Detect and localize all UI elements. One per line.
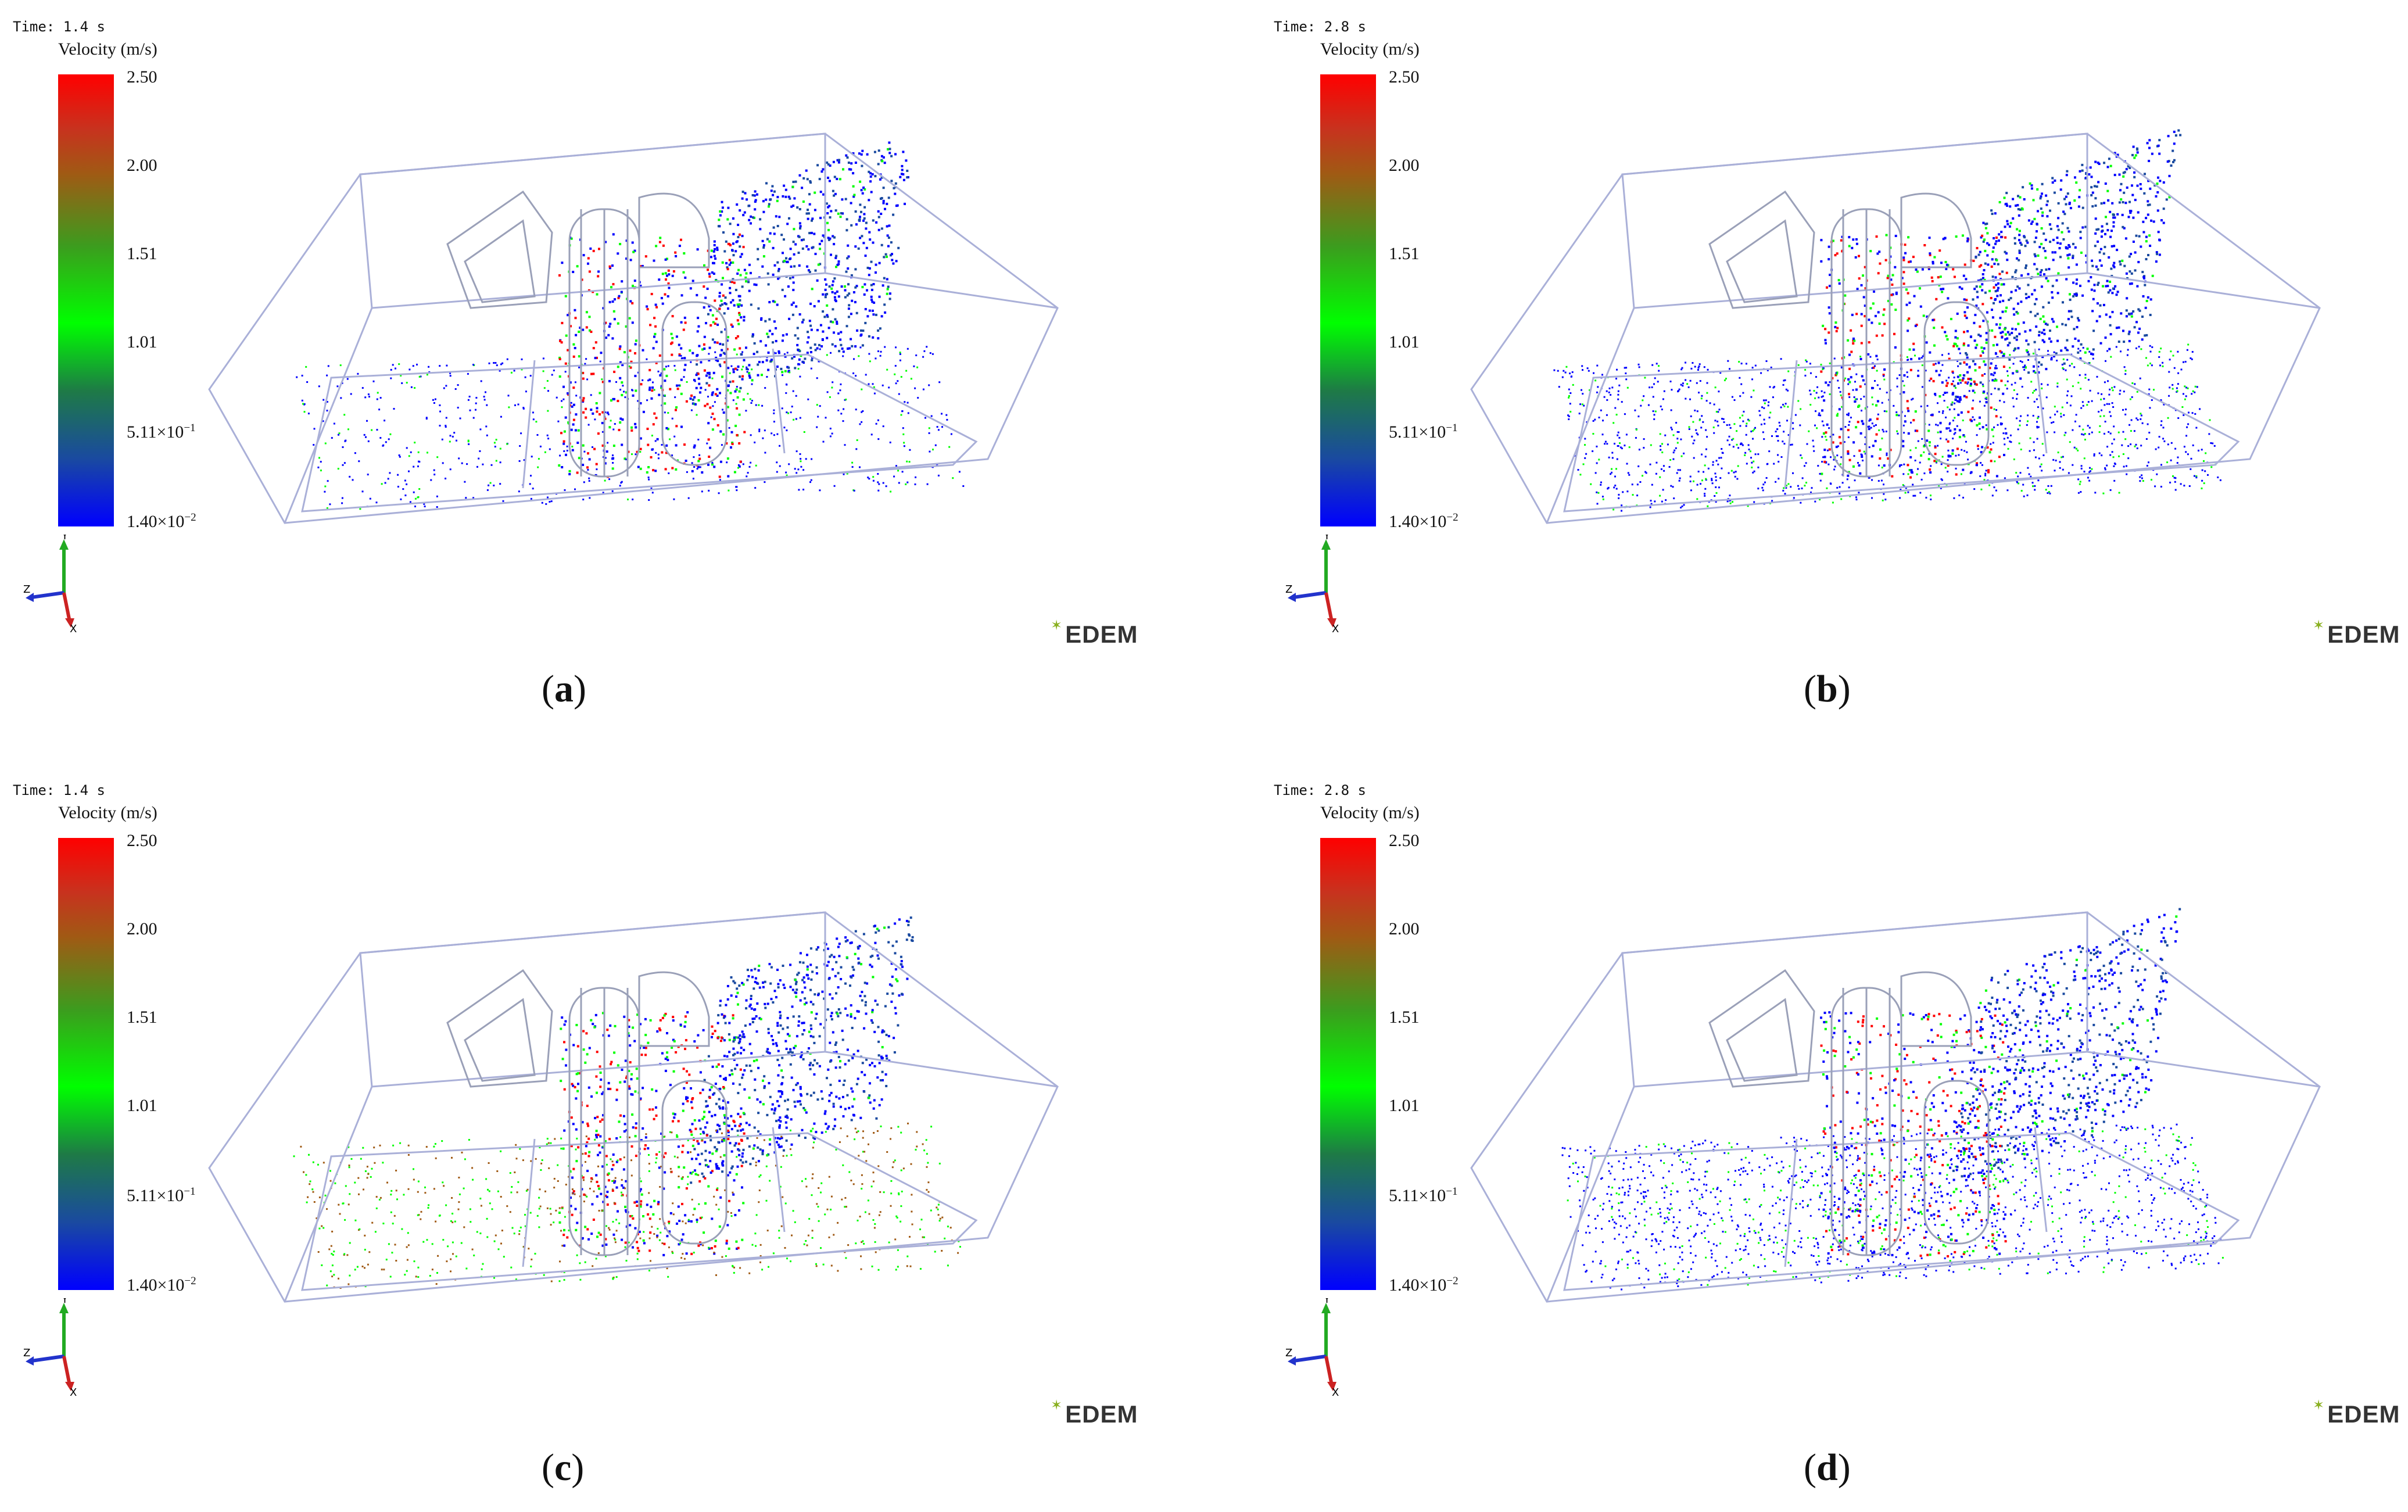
velocity-colorbar	[58, 74, 114, 526]
machine-frame	[446, 190, 728, 478]
particle-cloud	[1553, 129, 2221, 512]
velocity-colorbar	[58, 838, 114, 1290]
legend-title: Velocity (m/s)	[58, 40, 157, 59]
simulation-scene	[1470, 908, 2321, 1303]
wireframe-box	[208, 911, 1059, 1303]
legend-tick: 1.01	[127, 332, 157, 352]
particle-cloud	[1561, 908, 2224, 1291]
machine-frame	[1708, 969, 1990, 1256]
simulation-scene	[1470, 129, 2321, 524]
panel-caption: (a)	[542, 668, 586, 710]
x-axis-label: X	[70, 1386, 77, 1397]
legend-tick: 5.11×10−1	[1389, 1185, 1458, 1205]
panel-c: Time: 1.4 s Velocity (m/s) 2.50 2.00 1.5…	[0, 755, 1204, 1512]
legend-tick: 2.00	[127, 156, 157, 175]
y-axis-label: Y	[1323, 1298, 1331, 1306]
time-label: Time: 2.8 s	[1274, 19, 1366, 35]
legend-tick: 1.40×10−2	[1389, 1275, 1459, 1295]
panel-d: Time: 2.8 s Velocity (m/s) 2.50 2.00 1.5…	[1204, 755, 2408, 1512]
time-label: Time: 1.4 s	[13, 19, 105, 35]
legend-tick: 2.50	[1389, 67, 1420, 87]
simulation-scene	[208, 911, 1059, 1303]
legend-tick: 2.50	[1389, 831, 1420, 850]
edem-logo: ✶EDEM	[2313, 1398, 2400, 1428]
y-axis-label: Y	[61, 535, 69, 542]
legend-tick: 5.11×10−1	[127, 422, 196, 442]
legend-tick: 5.11×10−1	[127, 1185, 196, 1205]
axis-triad: Y Z X	[1285, 535, 1339, 633]
wireframe-box	[1470, 911, 2321, 1303]
edem-logo: ✶EDEM	[1051, 618, 1138, 648]
legend-tick: 1.40×10−2	[127, 1275, 196, 1295]
legend-tick: 1.01	[1389, 332, 1420, 352]
particle-cloud	[296, 141, 965, 510]
legend-tick: 2.00	[1389, 156, 1420, 175]
legend-tick: 1.51	[1389, 1008, 1420, 1027]
legend-tick: 2.50	[127, 67, 157, 87]
legend-title: Velocity (m/s)	[1320, 40, 1420, 59]
legend-tick: 2.50	[127, 831, 157, 850]
panel-caption: (b)	[1804, 668, 1851, 710]
edem-logo: ✶EDEM	[1051, 1398, 1138, 1428]
y-axis-label: Y	[1323, 535, 1331, 542]
legend-tick: 1.51	[127, 1008, 157, 1027]
axis-triad: Y Z X	[23, 1298, 77, 1397]
edem-logo: ✶EDEM	[2313, 618, 2400, 648]
z-axis-label: Z	[23, 583, 30, 596]
panel-caption: (d)	[1804, 1446, 1851, 1489]
panel-b: Time: 2.8 s Velocity (m/s) 2.50 2.00 1.5…	[1204, 0, 2408, 755]
x-axis-label: X	[1332, 623, 1339, 633]
x-axis-label: X	[1332, 1386, 1339, 1397]
legend-tick: 1.01	[127, 1096, 157, 1115]
legend-tick: 1.51	[1389, 244, 1420, 263]
panel-caption: (c)	[542, 1446, 585, 1489]
legend-title: Velocity (m/s)	[1320, 803, 1420, 822]
machine-frame	[446, 969, 728, 1256]
legend-tick: 1.51	[127, 244, 157, 263]
machine-frame	[1708, 190, 1990, 478]
simulation-scene	[208, 132, 1059, 524]
legend-tick: 1.01	[1389, 1096, 1420, 1115]
z-axis-label: Z	[23, 1347, 30, 1359]
z-axis-label: Z	[1285, 1347, 1292, 1359]
y-axis-label: Y	[61, 1298, 69, 1306]
time-label: Time: 2.8 s	[1274, 782, 1366, 798]
wireframe-box	[208, 132, 1059, 524]
legend-title: Velocity (m/s)	[58, 803, 157, 822]
velocity-colorbar	[1320, 838, 1376, 1290]
panel-a: Time: 1.4 s Velocity (m/s) 2.50 2.00 1.5…	[0, 0, 1204, 755]
axis-triad: Y Z X	[1285, 1298, 1339, 1397]
wireframe-box	[1470, 132, 2321, 524]
axis-triad: Y Z X	[23, 535, 77, 633]
legend-tick: 1.40×10−2	[1389, 511, 1459, 531]
x-axis-label: X	[70, 623, 77, 633]
velocity-colorbar	[1320, 74, 1376, 526]
z-axis-label: Z	[1285, 583, 1292, 596]
legend-tick: 5.11×10−1	[1389, 422, 1458, 442]
legend-tick: 2.00	[127, 919, 157, 938]
time-label: Time: 1.4 s	[13, 782, 105, 798]
legend-tick: 1.40×10−2	[127, 511, 196, 531]
legend-tick: 2.00	[1389, 919, 1420, 938]
